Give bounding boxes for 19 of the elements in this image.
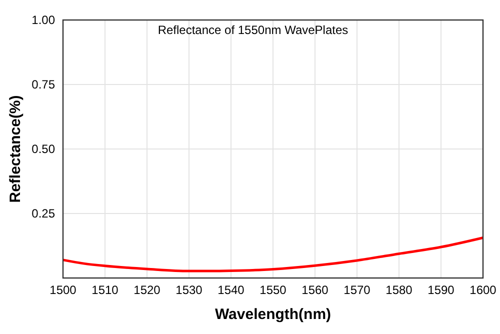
x-tick-label: 1540: [218, 283, 245, 297]
x-tick-label: 1570: [344, 283, 371, 297]
x-tick-label: 1590: [428, 283, 455, 297]
x-tick-label: 1600: [470, 283, 497, 297]
y-tick-label: 1.00: [32, 13, 56, 27]
y-tick-label: 0.50: [32, 142, 56, 156]
chart-title: Reflectance of 1550nm WavePlates: [158, 23, 348, 37]
x-axis-title: Wavelength(nm): [214, 306, 332, 323]
x-tick-label: 1560: [302, 283, 329, 297]
y-tick-label: 0.25: [32, 206, 56, 220]
y-tick-label: 0.75: [32, 78, 56, 92]
line-series: [62, 236, 484, 272]
x-tick-label: 1520: [134, 283, 161, 297]
x-tick-label: 1580: [386, 283, 413, 297]
x-tick-label: 1500: [50, 283, 77, 297]
x-tick-label: 1510: [92, 283, 119, 297]
y-axis-title: Reflectance(%): [7, 95, 24, 203]
x-tick-label: 1550: [260, 283, 287, 297]
x-tick-label: 1530: [176, 283, 203, 297]
